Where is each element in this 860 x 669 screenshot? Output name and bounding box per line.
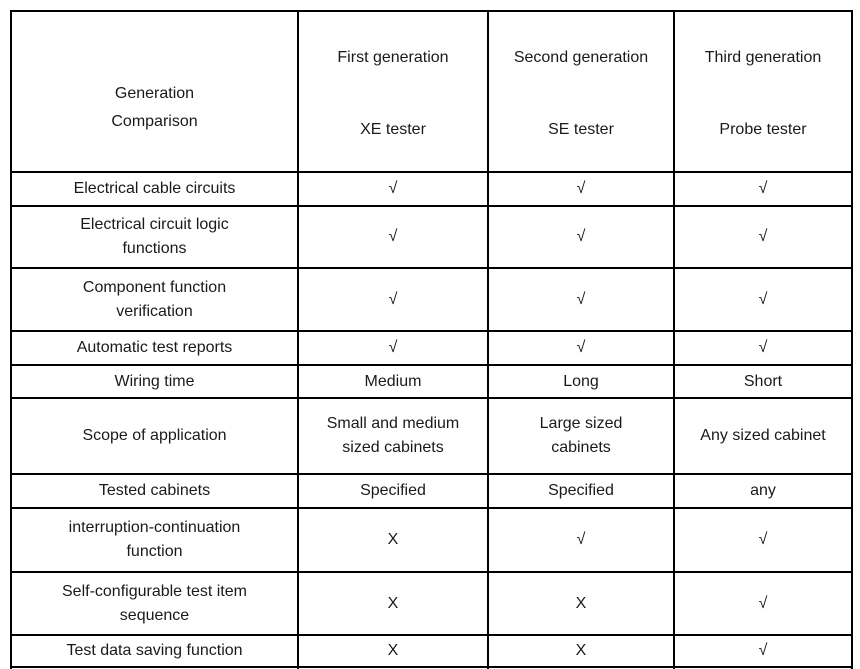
header-content: Second generation SE tester	[493, 36, 669, 147]
table-row-tested-cabinets: Tested cabinets Specified Specified any	[10, 473, 853, 509]
value-cell: Large sized cabinets	[487, 397, 675, 475]
header-row: Generation Comparison First generation X…	[10, 10, 853, 173]
header-corner-content: Generation Comparison	[16, 42, 293, 141]
row-label-cell: Tested cabinets	[10, 473, 299, 509]
row-label-cell: interruption-continuation function	[10, 507, 299, 573]
table-row-electrical-circuit-logic-functions: Electrical circuit logic functions √ √ √	[10, 205, 853, 269]
generation-label: Third generation	[704, 49, 822, 66]
row-label-cell: Electrical cable circuits	[10, 171, 299, 207]
table-row-interruption-continuation-function: interruption-continuation function X √ √	[10, 507, 853, 573]
table-row-test-data-saving-function: Test data saving function X X √	[10, 634, 853, 668]
row-label-cell: Test data saving function	[10, 634, 299, 668]
value-cell: X	[487, 666, 675, 669]
value-cell: Medium	[297, 364, 489, 399]
value-cell: √	[297, 171, 489, 207]
table-row-transportable-and-convenient: Transportable and convenient Easy to mov…	[10, 666, 853, 669]
header-content: First generation XE tester	[303, 36, 483, 147]
header-content: Third generation Probe tester	[679, 36, 847, 147]
header-cell-third-generation: Third generation Probe tester	[673, 10, 853, 173]
value-cell: √	[487, 171, 675, 207]
header-cell-second-generation: Second generation SE tester	[487, 10, 675, 173]
row-label-cell: Self-configurable test item sequence	[10, 571, 299, 636]
row-label-cell: Electrical circuit logic functions	[10, 205, 299, 269]
value-cell: √	[487, 330, 675, 366]
header-corner-line2: Comparison	[111, 113, 198, 130]
header-corner-line1: Generation	[114, 85, 195, 102]
row-label-cell: Wiring time	[10, 364, 299, 399]
value-cell: √	[673, 634, 853, 668]
generation-comparison-table: Generation Comparison First generation X…	[10, 10, 853, 669]
table-row-wiring-time: Wiring time Medium Long Short	[10, 364, 853, 399]
table-row-scope-of-application: Scope of application Small and medium si…	[10, 397, 853, 475]
value-cell: any	[673, 473, 853, 509]
value-cell: √	[487, 205, 675, 269]
tester-label: Probe tester	[719, 121, 807, 138]
table-row-electrical-cable-circuits: Electrical cable circuits √ √ √	[10, 171, 853, 207]
value-cell: √	[673, 205, 853, 269]
row-label-cell: Automatic test reports	[10, 330, 299, 366]
value-cell: √	[297, 205, 489, 269]
generation-label: Second generation	[513, 49, 649, 66]
value-cell: X	[487, 634, 675, 668]
header-corner-cell: Generation Comparison	[10, 10, 299, 173]
value-cell: Small and medium sized cabinets	[297, 397, 489, 475]
value-cell: Easy to move	[297, 666, 489, 669]
value-cell: √	[673, 571, 853, 636]
row-label-cell: Scope of application	[10, 397, 299, 475]
table-row-automatic-test-reports: Automatic test reports √ √ √	[10, 330, 853, 366]
value-cell: √	[673, 171, 853, 207]
value-cell: √	[297, 267, 489, 332]
value-cell: X	[297, 507, 489, 573]
value-cell: Specified	[487, 473, 675, 509]
value-cell: √	[673, 267, 853, 332]
value-cell: Any sized cabinet	[673, 397, 853, 475]
value-cell: √	[673, 330, 853, 366]
tester-label: SE tester	[548, 121, 614, 138]
value-cell: Short	[673, 364, 853, 399]
value-cell: X	[297, 634, 489, 668]
value-cell: Long	[487, 364, 675, 399]
value-cell: √	[297, 330, 489, 366]
value-cell: X	[487, 571, 675, 636]
generation-label: First generation	[337, 49, 449, 66]
value-cell: Specified	[297, 473, 489, 509]
tester-label: XE tester	[360, 121, 426, 138]
table-row-self-configurable-test-item-sequence: Self-configurable test item sequence X X…	[10, 571, 853, 636]
value-cell: √	[487, 267, 675, 332]
row-label-cell: Transportable and convenient	[10, 666, 299, 669]
table-row-component-function-verification: Component function verification √ √ √	[10, 267, 853, 332]
value-cell: X	[297, 571, 489, 636]
header-cell-first-generation: First generation XE tester	[297, 10, 489, 173]
value-cell: Easy to move	[673, 666, 853, 669]
value-cell: √	[673, 507, 853, 573]
row-label-cell: Component function verification	[10, 267, 299, 332]
value-cell: √	[487, 507, 675, 573]
